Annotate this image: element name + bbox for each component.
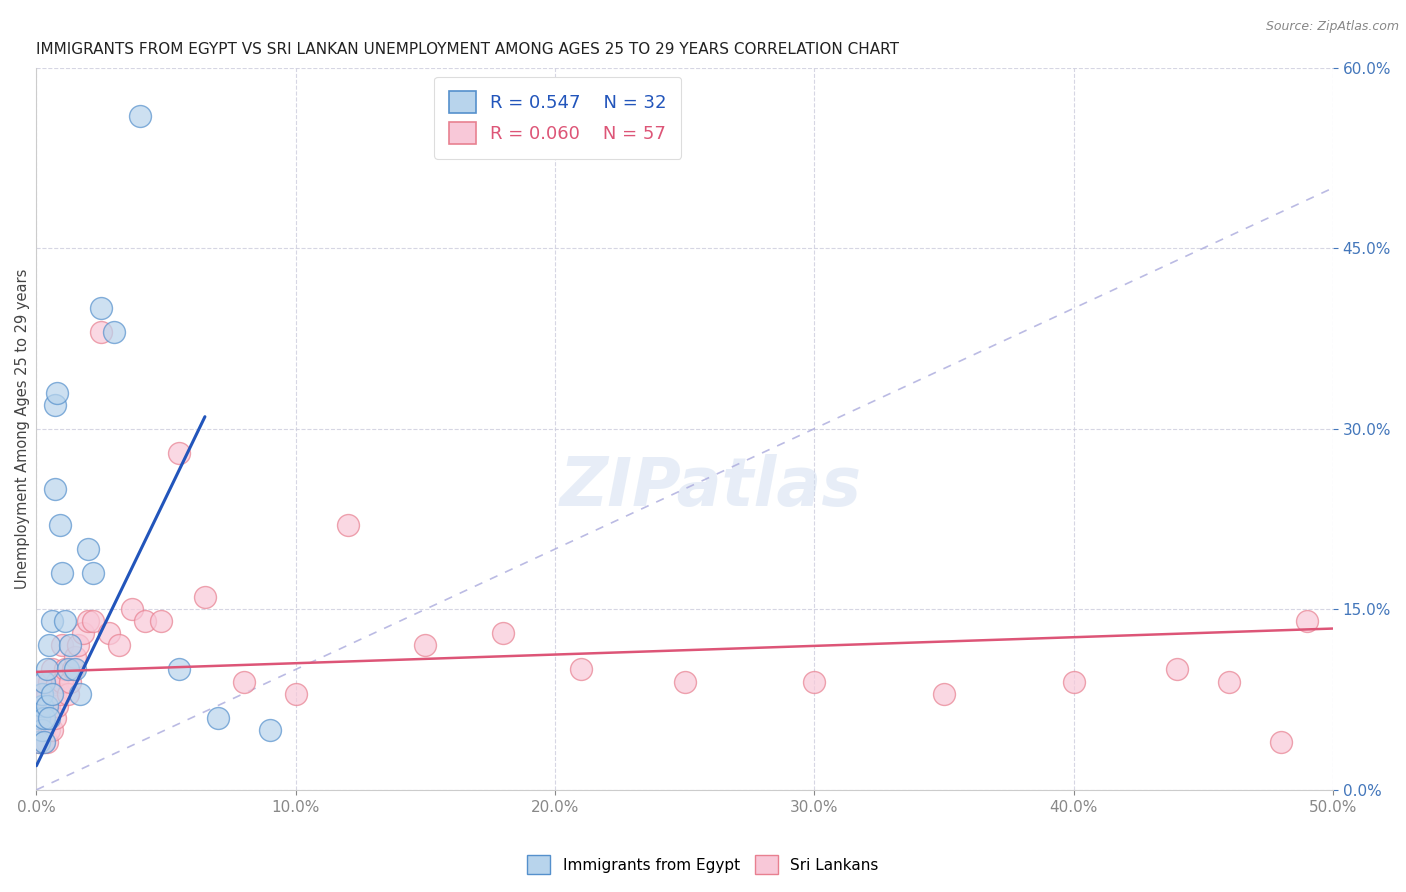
Point: [98, 626, 121, 640]
Point: [28, 723, 51, 737]
Point: [569, 663, 592, 677]
Point: [103, 326, 125, 340]
Point: [35, 687, 58, 701]
Point: [31, 734, 53, 748]
Point: [44, 687, 66, 701]
Point: [1295, 615, 1317, 629]
Point: [32, 698, 55, 713]
Point: [77, 542, 100, 557]
Y-axis label: Unemployment Among Ages 25 to 29 years: Unemployment Among Ages 25 to 29 years: [15, 268, 30, 589]
Point: [207, 711, 229, 725]
Point: [77, 615, 100, 629]
Point: [46, 385, 69, 400]
Point: [167, 446, 190, 460]
Point: [56, 687, 79, 701]
Point: [803, 674, 825, 689]
Text: IMMIGRANTS FROM EGYPT VS SRI LANKAN UNEMPLOYMENT AMONG AGES 25 TO 29 YEARS CORRE: IMMIGRANTS FROM EGYPT VS SRI LANKAN UNEM…: [37, 42, 900, 57]
Point: [28, 711, 51, 725]
Point: [41, 663, 63, 677]
Point: [31, 698, 53, 713]
Point: [32, 734, 55, 748]
Point: [31, 711, 53, 725]
Point: [35, 734, 58, 748]
Point: [38, 723, 60, 737]
Point: [28, 734, 51, 748]
Text: ZIPatlas: ZIPatlas: [560, 453, 862, 519]
Point: [194, 591, 217, 605]
Point: [35, 698, 58, 713]
Point: [35, 663, 58, 677]
Point: [32, 723, 55, 737]
Point: [31, 723, 53, 737]
Point: [1063, 674, 1085, 689]
Point: [41, 687, 63, 701]
Point: [51, 639, 73, 653]
Point: [38, 674, 60, 689]
Point: [90, 301, 112, 316]
Point: [32, 674, 55, 689]
Point: [46, 674, 69, 689]
Point: [673, 674, 696, 689]
Point: [69, 687, 91, 701]
Point: [48, 687, 70, 701]
Point: [28, 734, 51, 748]
Point: [38, 639, 60, 653]
Point: [51, 566, 73, 581]
Point: [149, 615, 172, 629]
Point: [35, 711, 58, 725]
Point: [167, 663, 190, 677]
Point: [51, 674, 73, 689]
Point: [284, 687, 307, 701]
Point: [134, 615, 156, 629]
Point: [259, 723, 281, 737]
Point: [90, 326, 112, 340]
Legend: R = 0.547    N = 32, R = 0.060    N = 57: R = 0.547 N = 32, R = 0.060 N = 57: [434, 77, 682, 159]
Text: Source: ZipAtlas.com: Source: ZipAtlas.com: [1265, 20, 1399, 33]
Point: [62, 663, 84, 677]
Point: [28, 698, 51, 713]
Point: [1270, 734, 1292, 748]
Point: [65, 663, 87, 677]
Point: [44, 711, 66, 725]
Point: [65, 650, 87, 665]
Point: [66, 639, 89, 653]
Point: [44, 482, 66, 496]
Point: [1218, 674, 1240, 689]
Point: [413, 639, 436, 653]
Point: [32, 734, 55, 748]
Point: [48, 518, 70, 533]
Point: [82, 566, 104, 581]
Point: [46, 698, 69, 713]
Point: [492, 626, 515, 640]
Point: [32, 711, 55, 725]
Point: [336, 518, 359, 533]
Point: [53, 615, 76, 629]
Point: [44, 398, 66, 412]
Point: [232, 674, 254, 689]
Point: [53, 663, 76, 677]
Point: [56, 663, 79, 677]
Point: [82, 615, 104, 629]
Point: [31, 674, 53, 689]
Point: [121, 602, 143, 616]
Point: [59, 674, 82, 689]
Point: [32, 687, 55, 701]
Legend: Immigrants from Egypt, Sri Lankans: Immigrants from Egypt, Sri Lankans: [522, 849, 884, 880]
Point: [41, 615, 63, 629]
Point: [31, 687, 53, 701]
Point: [38, 698, 60, 713]
Point: [108, 639, 131, 653]
Point: [72, 626, 94, 640]
Point: [59, 639, 82, 653]
Point: [129, 109, 152, 123]
Point: [31, 698, 53, 713]
Point: [932, 687, 955, 701]
Point: [1166, 663, 1188, 677]
Point: [41, 723, 63, 737]
Point: [38, 711, 60, 725]
